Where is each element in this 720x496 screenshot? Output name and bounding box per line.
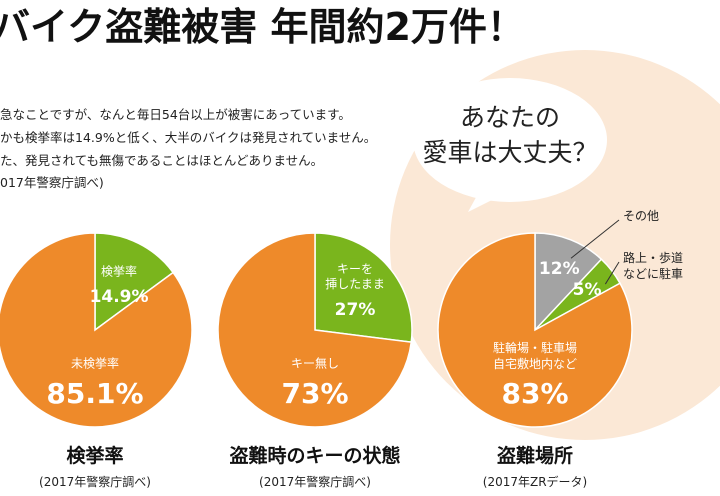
speech-bubble-tail <box>468 190 500 212</box>
value-label: 73% <box>281 377 349 410</box>
pie-slice <box>534 232 603 332</box>
category-label: キーを 挿したまま <box>325 261 385 292</box>
leader-line <box>570 219 620 259</box>
value-label: 83% <box>501 377 569 410</box>
category-label: 路上・歩道 などに駐車 <box>623 251 684 281</box>
paragraph: 急なことですが、なんと毎日54台以上が被害にあっています。 <box>0 107 351 122</box>
value-label: 27% <box>334 299 376 320</box>
category-label: キー無し <box>290 356 340 371</box>
bubble-text: あなたの 愛車は大丈夫？ <box>422 103 598 167</box>
value-label: 5% <box>572 279 602 300</box>
pie-slice <box>0 232 193 428</box>
page-title: バイク盗難被害 年間約2万件！ <box>0 5 525 49</box>
paragraph: 017年警察庁調べ) <box>0 175 104 190</box>
category-label: 未検挙率 <box>70 356 120 371</box>
chart-subtitle: (2017年警察庁調べ) <box>39 474 151 489</box>
category-label: 駐輪場・駐車場 自宅敷地内など <box>492 340 578 371</box>
category-label: 検挙率 <box>101 264 138 279</box>
chart-subtitle: (2017年警察庁調べ) <box>259 474 371 489</box>
chart-title: 検挙率 <box>66 444 123 467</box>
pie-slice <box>437 232 633 428</box>
pie-slice <box>217 232 413 428</box>
paragraph: かも検挙率は14.9%と低く、大半のバイクは発見されていません。 <box>0 130 377 145</box>
value-label: 12% <box>538 258 580 279</box>
pie-slice <box>94 232 175 332</box>
chart-title: 盗難時のキーの状態 <box>229 444 400 467</box>
category-label: その他 <box>623 209 660 223</box>
value-label: 85.1% <box>46 377 144 410</box>
speech-bubble <box>413 78 607 202</box>
chart-subtitle: (2017年ZRデータ) <box>483 474 587 489</box>
chart-title: 盗難場所 <box>497 444 573 467</box>
leader-line <box>604 261 620 285</box>
value-label: 14.9% <box>89 287 149 308</box>
paragraph: た、発見されても無傷であることはほとんどありません。 <box>0 153 324 168</box>
pie-slice <box>314 232 413 343</box>
